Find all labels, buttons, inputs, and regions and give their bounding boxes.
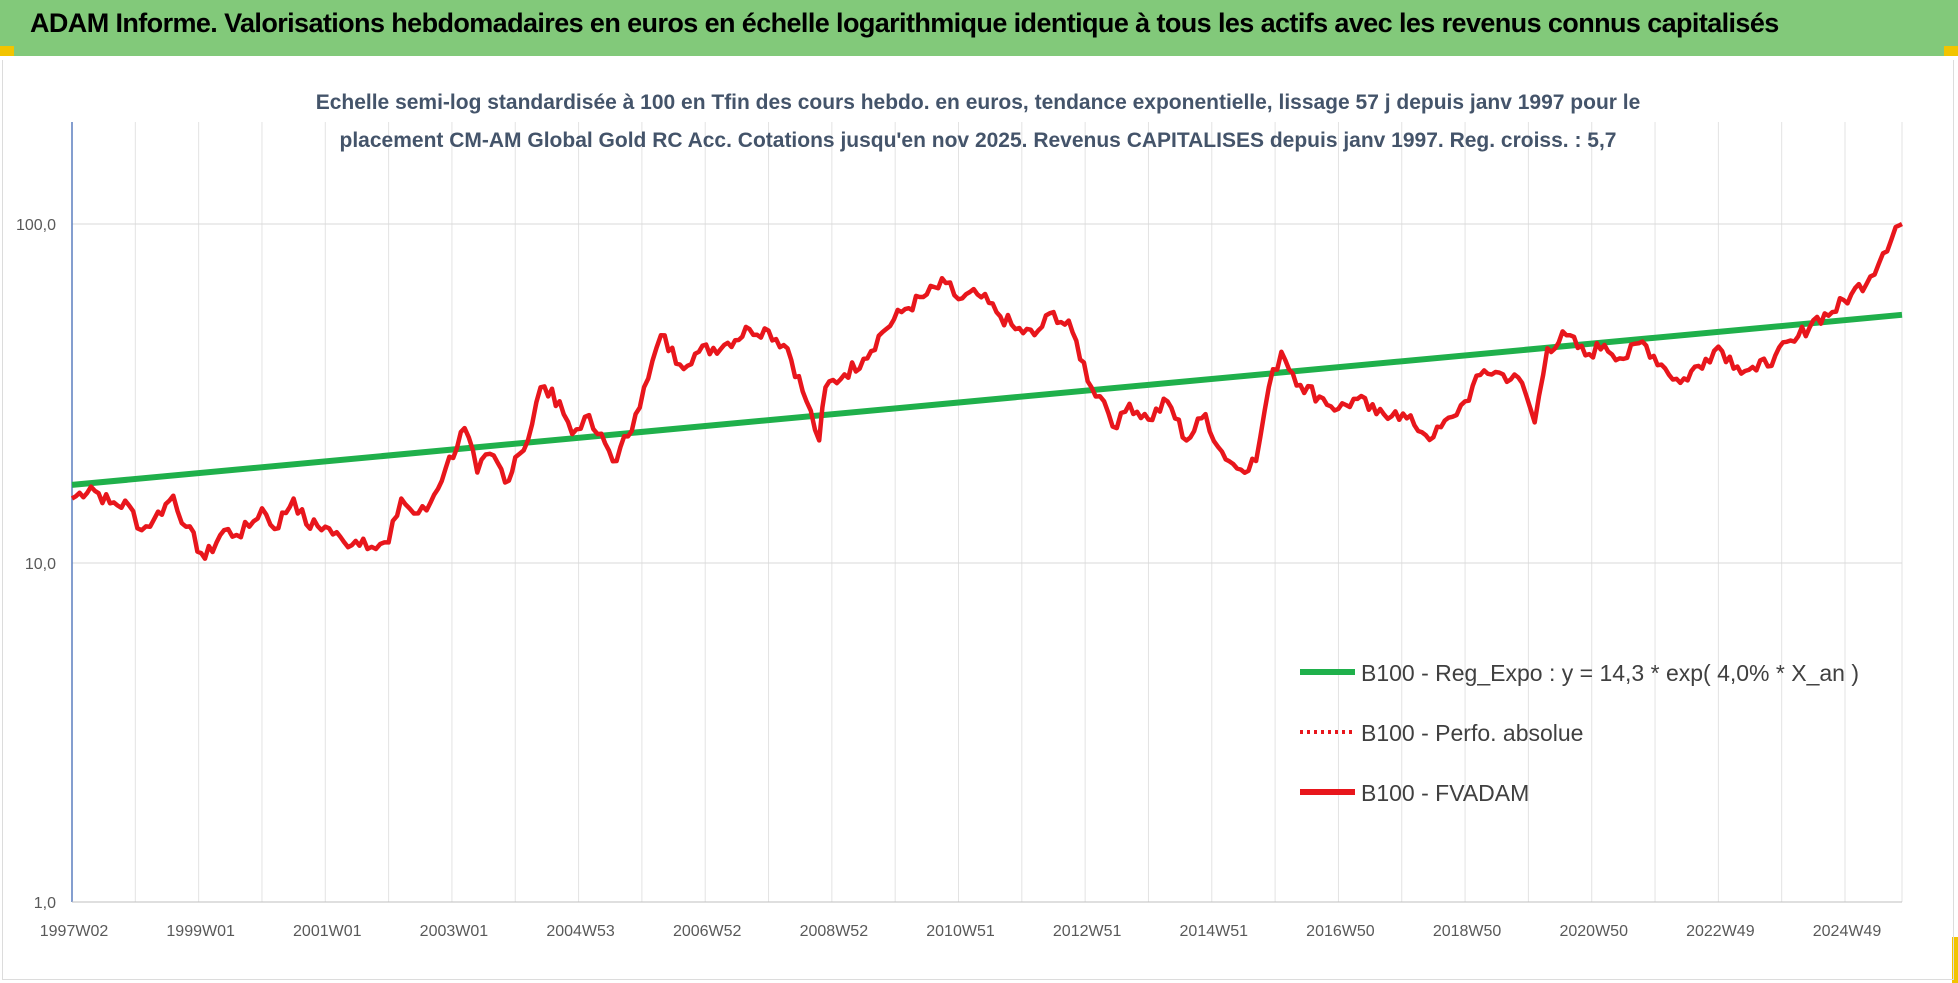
legend-label-perf-absolue: B100 - Perfo. absolue bbox=[1361, 720, 1583, 746]
x-tick-label: 1999W01 bbox=[166, 923, 235, 940]
series-fvadam-line bbox=[70, 221, 1904, 561]
x-tick-label: 2020W50 bbox=[1559, 923, 1628, 940]
x-tick-label: 2018W50 bbox=[1433, 923, 1502, 940]
x-tick-label: 2022W49 bbox=[1686, 923, 1755, 940]
y-tick-label: 100,0 bbox=[16, 217, 56, 234]
corner-marker-bottom-right bbox=[1952, 937, 1958, 983]
x-tick-label: 2024W49 bbox=[1813, 923, 1882, 940]
chart-subtitle-line-2: placement CM-AM Global Gold RC Acc. Cota… bbox=[340, 129, 1617, 152]
x-tick-label: 2010W51 bbox=[926, 923, 995, 940]
x-tick-label: 2003W01 bbox=[420, 923, 489, 940]
x-tick-label: 2008W52 bbox=[800, 923, 869, 940]
legend-label-regression: B100 - Reg_Expo : y = 14,3 * exp( 4,0% *… bbox=[1361, 660, 1859, 686]
x-tick-label: 2001W01 bbox=[293, 923, 362, 940]
x-tick-label: 2006W52 bbox=[673, 923, 742, 940]
legend-label-fvadam: B100 - FVADAM bbox=[1361, 780, 1529, 806]
y-tick-label: 1,0 bbox=[34, 895, 56, 912]
series-layer bbox=[70, 221, 1904, 561]
axes bbox=[71, 122, 1902, 903]
grid-lines bbox=[71, 122, 1903, 903]
x-tick-label: 2012W51 bbox=[1053, 923, 1122, 940]
header-bar: ADAM Informe. Valorisations hebdomadaire… bbox=[0, 0, 1958, 56]
y-tick-label: 10,0 bbox=[25, 556, 56, 573]
tick-labels: 1,0 10,0 100,0 1997W02 1999W01 2001W01 2003W01… bbox=[16, 217, 1881, 940]
corner-marker-top-left bbox=[0, 46, 14, 56]
chart-frame bbox=[2, 60, 1954, 980]
x-tick-label: 2004W53 bbox=[546, 923, 615, 940]
corner-marker-top-right bbox=[1944, 46, 1958, 56]
chart-subtitle-line-1: Echelle semi-log standardisée à 100 en T… bbox=[316, 91, 1641, 114]
legend: B100 - Reg_Expo : y = 14,3 * exp( 4,0% *… bbox=[1300, 660, 1859, 806]
series-regression-line bbox=[71, 311, 1903, 488]
x-tick-label: 2014W51 bbox=[1180, 923, 1249, 940]
x-tick-label: 1997W02 bbox=[40, 923, 109, 940]
x-tick-label: 2016W50 bbox=[1306, 923, 1375, 940]
page-title: ADAM Informe. Valorisations hebdomadaire… bbox=[30, 8, 1779, 38]
